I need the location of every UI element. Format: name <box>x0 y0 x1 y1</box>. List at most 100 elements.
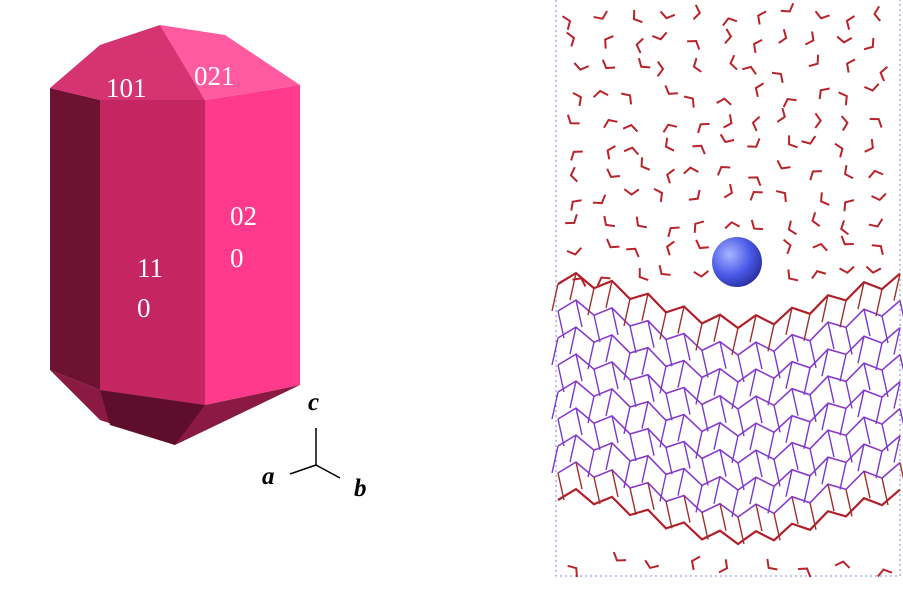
water <box>814 10 830 20</box>
water <box>836 35 853 44</box>
water <box>635 216 648 229</box>
lattice-bond <box>665 393 673 421</box>
water <box>724 28 733 45</box>
lattice-bond <box>875 450 883 479</box>
water <box>561 15 572 31</box>
lattice-bond <box>809 448 817 476</box>
lattice-bond <box>827 430 835 458</box>
lattice-bond <box>719 395 727 423</box>
water <box>729 54 738 71</box>
lattice-row <box>557 434 901 491</box>
water <box>632 9 643 24</box>
lattice-bond <box>881 315 889 344</box>
water <box>626 247 640 258</box>
water <box>787 269 799 282</box>
water <box>692 57 702 73</box>
lattice-bond <box>659 420 667 448</box>
face-021 <box>160 25 300 100</box>
lattice-bond <box>821 295 829 323</box>
lattice-bond <box>551 445 559 474</box>
water <box>651 31 668 41</box>
lattice-bond <box>611 361 619 390</box>
lattice-bond <box>881 423 889 452</box>
lattice-bond <box>809 394 817 422</box>
water <box>612 551 627 562</box>
lattice-bond <box>695 377 703 405</box>
lattice-bond <box>863 363 871 391</box>
water <box>716 97 732 106</box>
lattice-bond <box>749 315 757 343</box>
lattice-bond <box>701 350 709 378</box>
lattice-bond <box>839 462 847 490</box>
lattice-bond <box>677 360 685 388</box>
lattice-bond <box>551 283 559 312</box>
lattice-bond <box>767 378 775 406</box>
lattice-bond <box>587 341 595 370</box>
water <box>567 564 578 578</box>
lattice-row <box>557 380 901 437</box>
lattice-bond <box>575 353 583 382</box>
water <box>771 71 784 83</box>
lattice-bond <box>845 381 853 409</box>
lattice-bond <box>737 516 745 545</box>
lattice-bond <box>593 476 601 505</box>
water <box>780 2 795 13</box>
lattice-bond <box>677 468 685 496</box>
lattice-bond <box>641 293 649 321</box>
lattice-bond <box>713 422 721 450</box>
lattice-bond <box>575 461 583 490</box>
axis-label: c <box>308 389 319 416</box>
water <box>667 226 680 238</box>
water <box>683 95 695 108</box>
lattice-bond <box>557 310 565 339</box>
lattice-bond <box>641 347 649 375</box>
water <box>656 61 665 77</box>
water <box>751 115 761 132</box>
water <box>801 135 817 145</box>
lattice-bond <box>839 408 847 436</box>
lattice-bond <box>875 396 883 425</box>
water <box>843 199 855 212</box>
lattice-row <box>557 407 901 464</box>
face-left <box>50 88 100 390</box>
water <box>692 144 706 155</box>
lattice-bond <box>899 408 903 426</box>
water <box>719 133 735 144</box>
water <box>658 264 671 276</box>
lattice-bond <box>587 449 595 478</box>
lattice-bond <box>785 361 793 389</box>
water <box>653 187 664 202</box>
lattice-bond <box>785 307 793 335</box>
water <box>572 277 587 287</box>
water <box>695 239 709 250</box>
water <box>840 235 854 246</box>
water <box>718 559 729 574</box>
water <box>873 5 882 22</box>
lattice-bond <box>713 476 721 504</box>
lattice-bond <box>551 337 559 366</box>
lattice-bond <box>737 354 745 383</box>
lattice-row <box>557 326 901 383</box>
lattice-bond <box>611 307 619 336</box>
lattice-bond <box>755 396 763 424</box>
face-label: 02 <box>230 201 257 231</box>
lattice-bond <box>593 314 601 343</box>
water <box>811 211 821 227</box>
lattice-bond <box>575 407 583 436</box>
water <box>621 92 633 105</box>
water <box>664 85 678 95</box>
lattice-bond <box>623 406 631 435</box>
lattice-bond <box>557 472 565 501</box>
face-020 <box>205 85 300 405</box>
lattice-bond <box>839 354 847 382</box>
water <box>693 220 705 233</box>
water <box>644 559 660 570</box>
lattice-bond <box>695 485 703 513</box>
water <box>603 118 618 129</box>
lattice-bond <box>857 390 865 418</box>
lattice-bond <box>845 435 853 463</box>
water <box>820 192 830 206</box>
water <box>845 15 856 30</box>
lattice-bond <box>791 388 799 416</box>
